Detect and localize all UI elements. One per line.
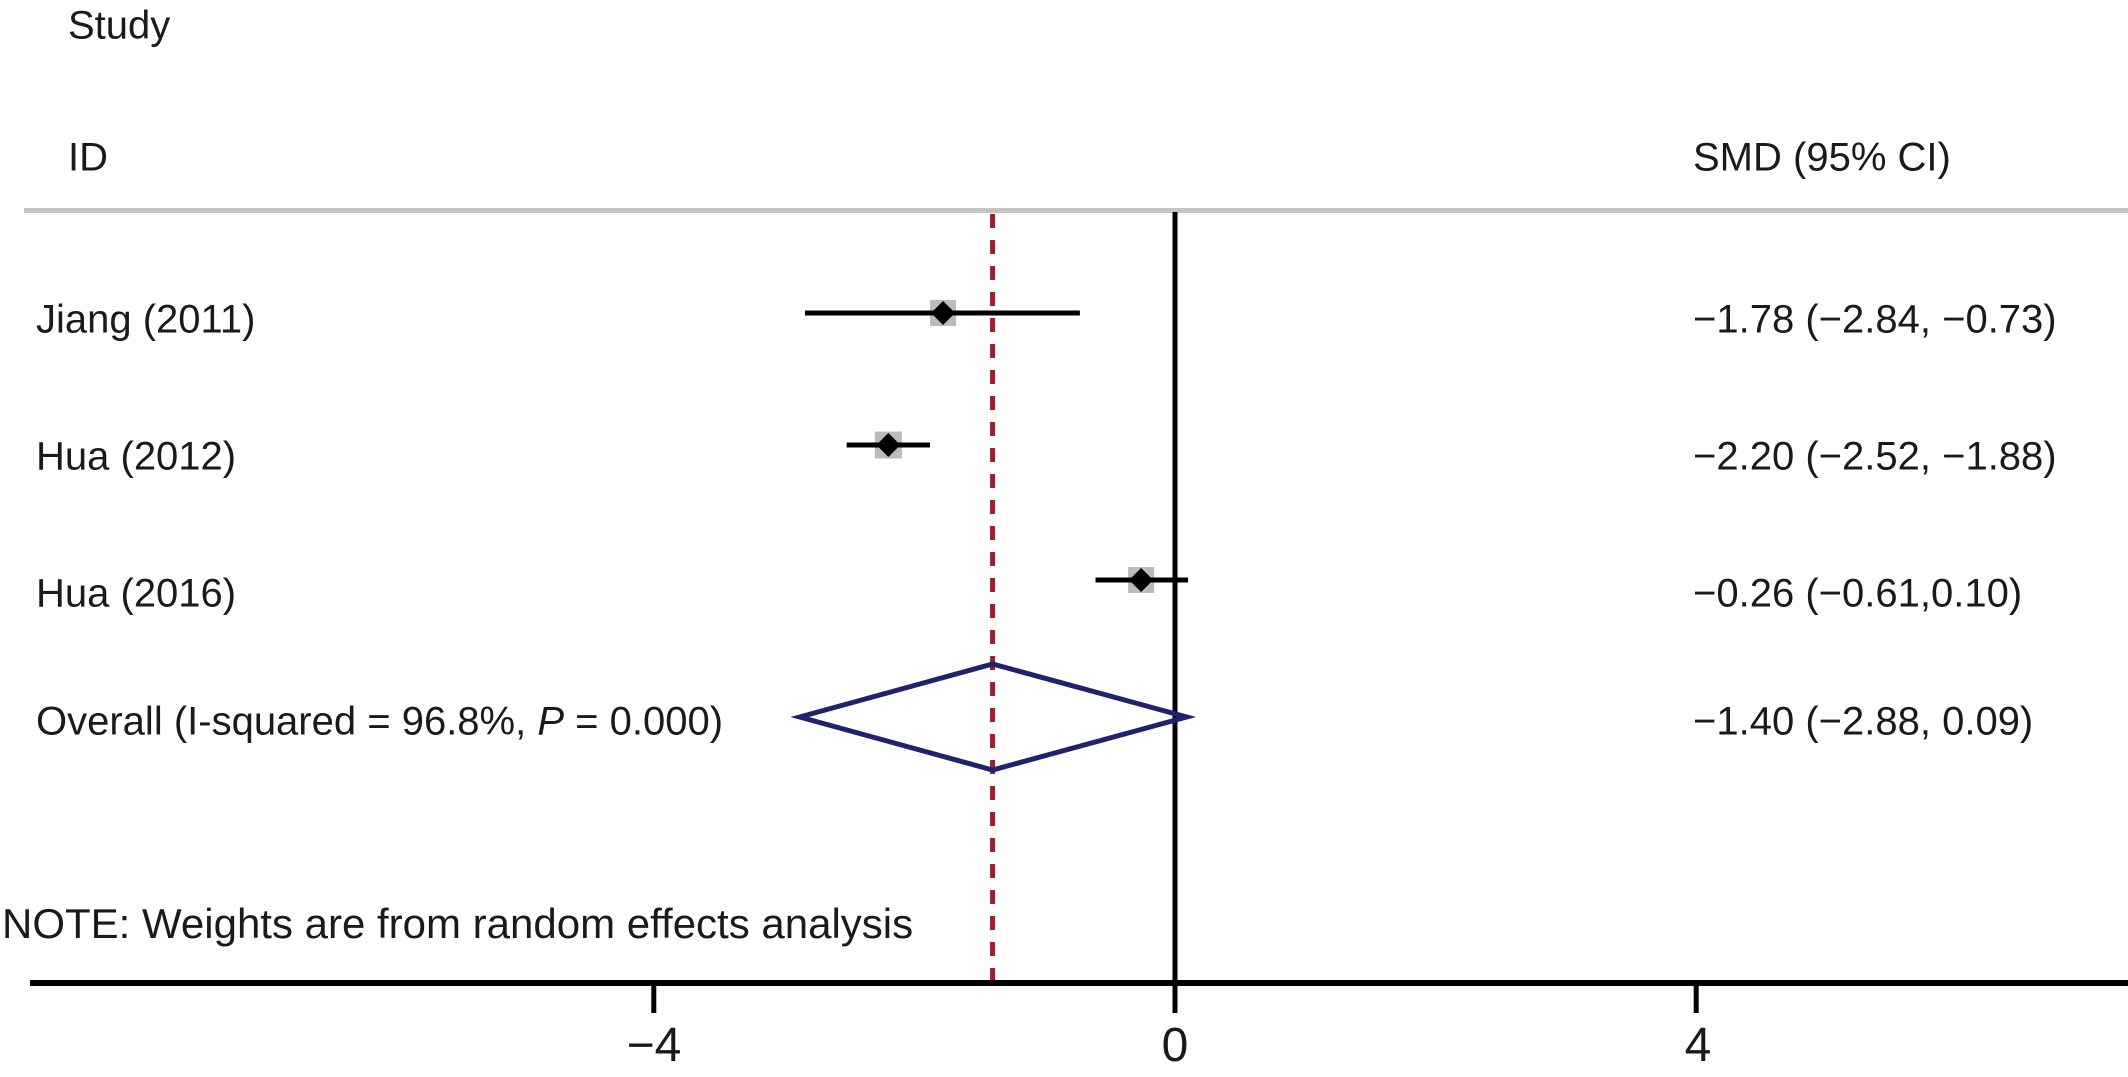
overall-diamond — [790, 661, 1197, 773]
column-header-study: Study — [68, 3, 171, 48]
overall-label: Overall (I-squared = 96.8%, P = 0.000) — [36, 700, 723, 745]
column-header-smd-ci: SMD (95% CI) — [1693, 135, 1951, 180]
overall-smd-ci-value: −1.40 (−2.88, 0.09) — [1693, 699, 2034, 744]
smd-ci-value: −2.20 (−2.52, −1.88) — [1693, 434, 2057, 479]
effect-point-marker — [876, 433, 901, 457]
overall-label-suffix: = 0.000) — [564, 699, 724, 744]
study-label: Hua (2012) — [36, 434, 237, 479]
x-axis-tick-label: 0 — [1161, 1019, 1189, 1072]
overall-label-prefix: Overall (I-squared = 96.8%, — [36, 699, 538, 744]
study-label: Jiang (2011) — [36, 297, 256, 342]
x-axis-tick-label: 4 — [1684, 1019, 1712, 1072]
x-axis-tick-label: −4 — [626, 1019, 682, 1072]
weights-note: NOTE: Weights are from random effects an… — [2, 900, 914, 947]
study-label: Hua (2016) — [36, 571, 237, 616]
smd-ci-value: −0.26 (−0.61,0.10) — [1693, 571, 2023, 616]
smd-ci-value: −1.78 (−2.84, −0.73) — [1693, 297, 2057, 342]
effect-point-marker — [1129, 568, 1154, 592]
header-divider-rule — [24, 208, 2128, 213]
column-header-id: ID — [68, 135, 108, 180]
effect-point-marker — [931, 301, 956, 325]
overall-label-p: P — [537, 699, 565, 744]
